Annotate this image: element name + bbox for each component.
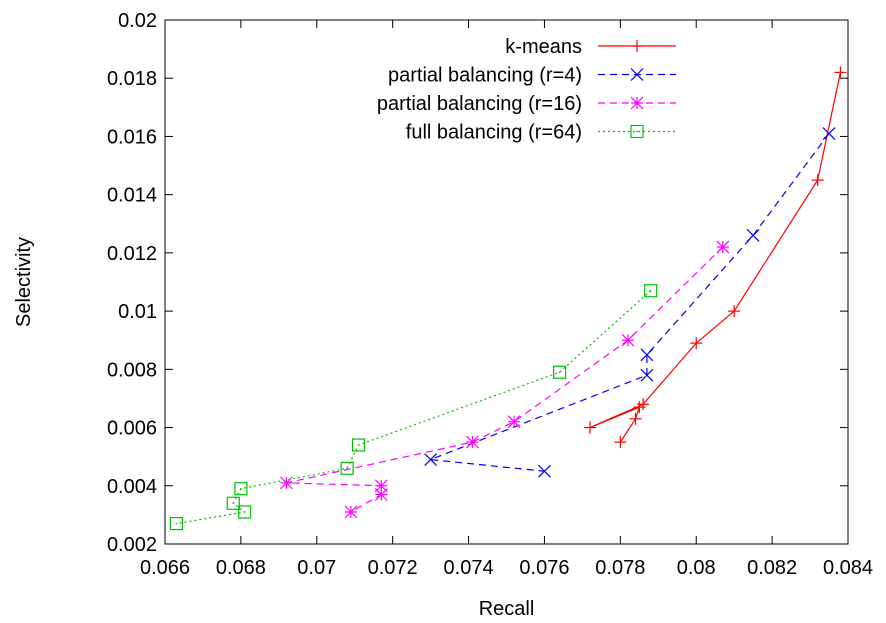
x-tick-label: 0.076 <box>519 557 569 579</box>
series-line <box>176 290 652 525</box>
legend-marker <box>630 124 644 139</box>
data-point <box>728 305 741 318</box>
series-3 <box>169 284 658 531</box>
y-tick-label: 0.012 <box>107 243 157 265</box>
data-point <box>644 284 658 298</box>
data-point <box>226 496 240 510</box>
data-point <box>507 415 521 429</box>
y-axis-label: Selectivity <box>13 237 35 327</box>
series-line <box>430 133 830 472</box>
legend-label: partial balancing (r=16) <box>377 93 582 115</box>
x-tick-label: 0.072 <box>368 557 418 579</box>
x-axis-label: Recall <box>479 598 535 620</box>
series-line <box>589 72 841 443</box>
y-tick-label: 0.018 <box>107 68 157 90</box>
data-point <box>538 464 551 478</box>
data-point <box>351 438 366 452</box>
x-tick-label: 0.084 <box>823 557 873 579</box>
data-point <box>690 337 703 350</box>
data-point <box>614 436 627 449</box>
data-point <box>344 505 358 519</box>
y-tick-label: 0.02 <box>118 10 157 32</box>
series-0 <box>583 66 847 449</box>
legend: k-means partial balancing (r=4) partial ba… <box>377 36 676 144</box>
data-point <box>583 421 596 434</box>
x-tick-label: 0.066 <box>140 557 190 579</box>
data-point <box>553 365 567 379</box>
data-point <box>746 228 760 242</box>
data-point <box>822 127 836 140</box>
axes: 0.066 0.068 0.07 0.072 0.074 0.076 0.078 0.08 0.… <box>107 10 873 579</box>
y-tick-label: 0.004 <box>107 476 157 498</box>
series-1 <box>424 127 836 478</box>
data-point <box>340 461 354 475</box>
x-tick-label: 0.074 <box>444 557 494 579</box>
data-point <box>629 412 642 425</box>
y-tick-label: 0.014 <box>107 185 157 207</box>
y-tick-label: 0.006 <box>107 418 157 440</box>
data-point <box>234 482 248 496</box>
y-tick-label: 0.01 <box>118 301 157 323</box>
data-point <box>640 368 654 382</box>
data-point <box>424 453 438 467</box>
data-point <box>465 435 479 449</box>
data-point <box>633 401 646 414</box>
plot-series <box>169 66 847 531</box>
y-tick-label: 0.016 <box>107 126 157 148</box>
legend-marker <box>630 96 644 110</box>
plot-frame <box>164 19 849 545</box>
data-point <box>169 517 183 531</box>
data-point <box>640 348 654 362</box>
series-line <box>286 246 724 513</box>
legend-marker <box>631 40 643 52</box>
data-point <box>834 66 847 79</box>
data-point <box>279 476 293 490</box>
data-point <box>716 240 730 254</box>
legend-label: full balancing (r=64) <box>406 122 582 144</box>
y-tick-label: 0.002 <box>107 534 157 556</box>
legend-marker <box>630 68 644 81</box>
x-tick-label: 0.07 <box>297 557 336 579</box>
x-tick-label: 0.08 <box>677 557 716 579</box>
x-tick-label: 0.082 <box>747 557 797 579</box>
data-point <box>374 488 388 501</box>
x-tick-label: 0.078 <box>595 557 645 579</box>
x-tick-label: 0.068 <box>216 557 266 579</box>
data-point <box>621 333 635 347</box>
legend-label: partial balancing (r=4) <box>388 65 582 87</box>
y-tick-label: 0.008 <box>107 359 157 381</box>
series-2 <box>279 240 730 519</box>
legend-label: k-means <box>505 36 582 58</box>
data-point <box>238 505 252 519</box>
data-point <box>811 174 824 187</box>
